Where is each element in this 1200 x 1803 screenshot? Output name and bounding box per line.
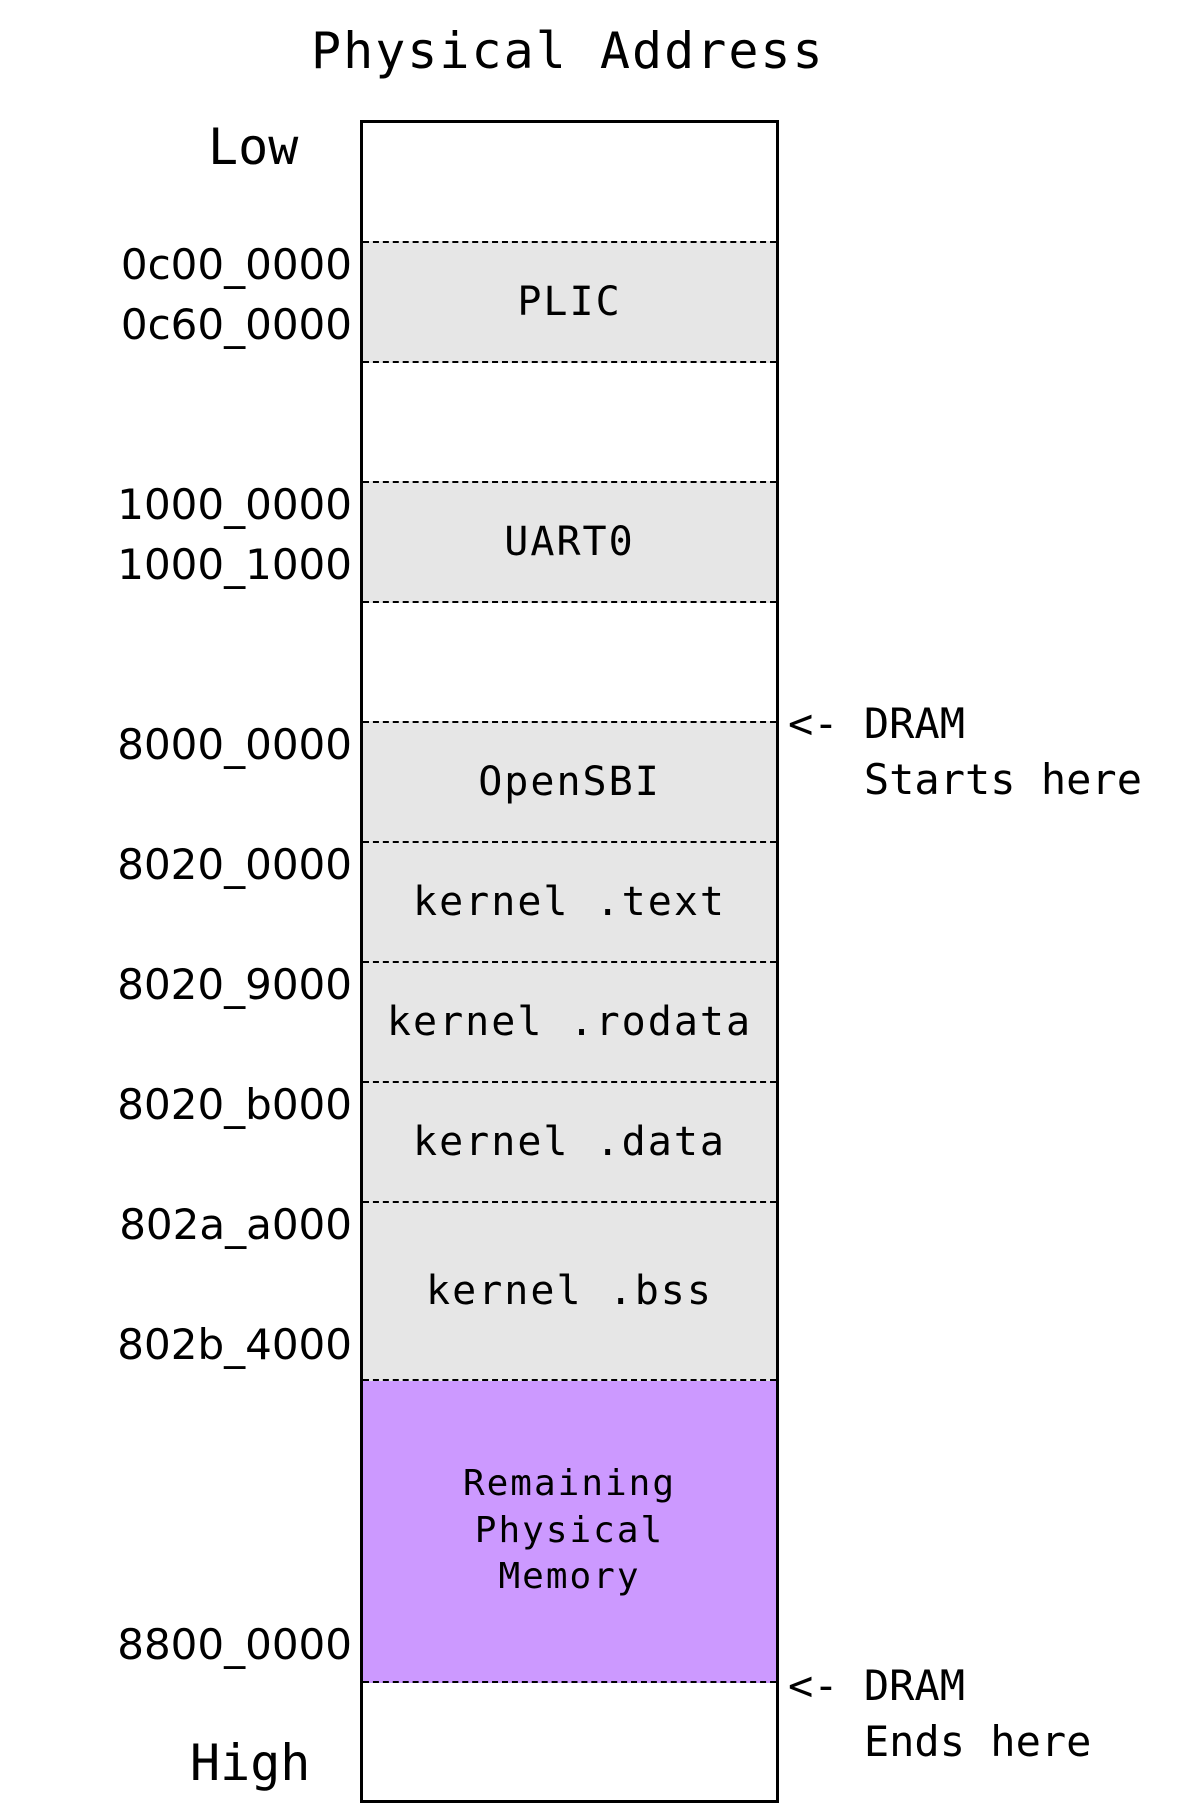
diagram-title: Physical Address [311, 22, 825, 80]
address-label: 802b_4000 [117, 1320, 352, 1369]
address-label: 8020_b000 [117, 1080, 352, 1129]
dram-end-annotation-line2: Ends here [788, 1717, 1092, 1766]
address-label: 8800_0000 [117, 1620, 352, 1669]
dram-start-annotation-line2: Starts here [788, 755, 1143, 804]
region-kernel-data: kernel .data [363, 1081, 776, 1203]
low-label: Low [208, 118, 299, 176]
dram-end-annotation-line1: <- DRAM [788, 1661, 966, 1710]
high-label: High [190, 1734, 311, 1792]
address-label: 1000_0000 [117, 480, 352, 529]
region-kernel-bss: kernel .bss [363, 1201, 776, 1381]
address-label: 8000_0000 [117, 720, 352, 769]
address-label: 802a_a000 [119, 1200, 352, 1249]
address-label: 0c60_0000 [120, 300, 352, 349]
region-opensbi: OpenSBI [363, 721, 776, 843]
address-label: 0c00_0000 [120, 240, 352, 289]
region-remaining-memory: Remaining Physical Memory [363, 1381, 776, 1683]
region-kernel-text: kernel .text [363, 841, 776, 963]
region-plic: PLIC [363, 241, 776, 363]
address-label: 1000_1000 [117, 540, 352, 589]
memory-map-column: PLIC UART0 OpenSBI kernel .text kernel .… [360, 120, 779, 1803]
region-uart0: UART0 [363, 481, 776, 603]
address-label: 8020_9000 [117, 960, 352, 1009]
dram-start-annotation-line1: <- DRAM [788, 699, 966, 748]
region-kernel-rodata: kernel .rodata [363, 961, 776, 1083]
address-label: 8020_0000 [117, 840, 352, 889]
